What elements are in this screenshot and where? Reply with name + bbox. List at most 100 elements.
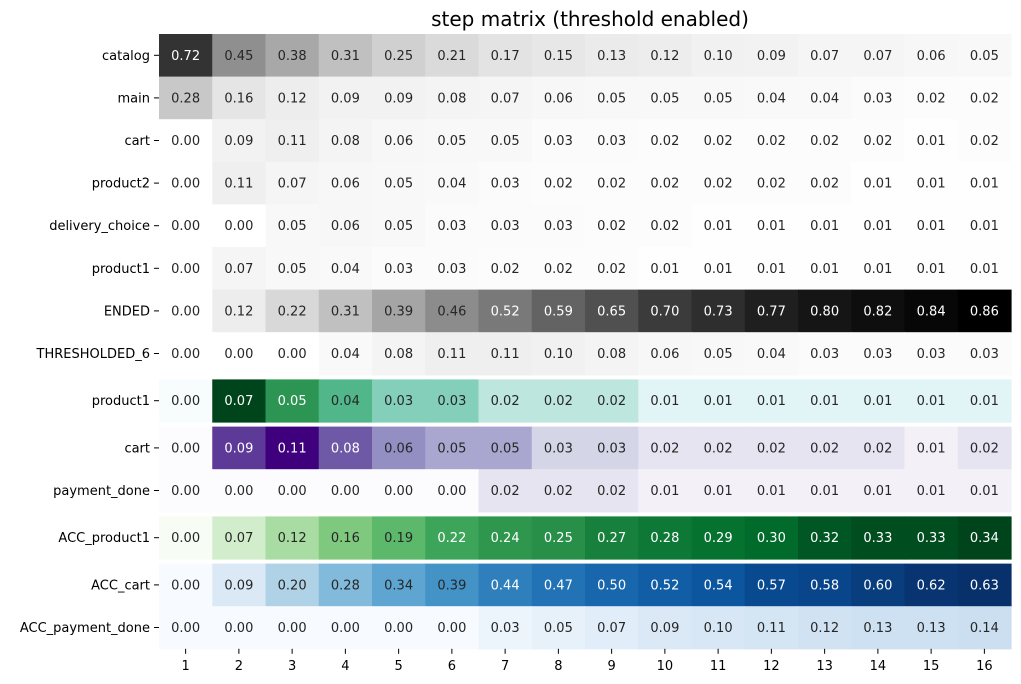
heatmap-cell [691, 289, 746, 333]
heatmap-row: 0.00 0.07 0.12 0.16 0.19 0.22 0.24 0.25 0.27 0.28… [159, 516, 1012, 560]
cell-value-label: 0.05 [970, 49, 999, 64]
heatmap-cell [957, 426, 1012, 470]
heatmap-cell [531, 516, 586, 560]
x-tick-label: 1 [181, 659, 189, 674]
heatmap-cell [638, 426, 693, 470]
heatmap-row: 0.00 0.12 0.22 0.31 0.39 0.46 0.52 0.59 0.65 0.70… [159, 289, 1012, 333]
heatmap-cell [212, 516, 267, 560]
cell-value-label: 0.09 [384, 91, 413, 106]
cell-value-label: 0.02 [597, 219, 626, 234]
cell-value-label: 0.00 [171, 531, 200, 546]
cell-value-label: 0.07 [810, 49, 839, 64]
heatmap-cell [212, 161, 267, 205]
heatmap-cell [904, 606, 959, 650]
heatmap-cell [531, 379, 586, 423]
cell-value-label: 0.00 [171, 347, 200, 362]
heatmap-cell [425, 516, 480, 560]
heatmap-cell [798, 332, 852, 376]
heatmap-cell [265, 563, 320, 607]
heatmap-cell [425, 606, 480, 650]
cell-value-label: 0.02 [650, 441, 679, 456]
heatmap-cell [478, 161, 533, 205]
heatmap-cell [159, 606, 213, 650]
cell-value-label: 0.04 [757, 91, 786, 106]
cell-value-label: 0.02 [491, 484, 520, 499]
cell-value-label: 0.03 [544, 441, 573, 456]
heatmap-cell [744, 563, 799, 607]
cell-value-label: 0.09 [224, 134, 253, 149]
cell-value-label: 0.11 [757, 621, 786, 636]
cell-value-label: 0.60 [863, 578, 892, 593]
heatmap-cell [851, 606, 906, 650]
cell-value-label: 0.00 [171, 441, 200, 456]
x-tick-label: 9 [607, 659, 615, 674]
cell-value-label: 0.00 [171, 304, 200, 319]
heatmap-cell [744, 289, 799, 333]
cell-value-label: 0.02 [917, 91, 946, 106]
chart-title: step matrix (threshold enabled) [431, 7, 749, 31]
x-tick-label: 3 [288, 659, 296, 674]
heatmap-cell [318, 289, 373, 333]
cell-value-label: 0.59 [544, 304, 573, 319]
cell-value-label: 0.03 [917, 347, 946, 362]
cell-value-label: 0.08 [384, 347, 413, 362]
cell-value-label: 0.09 [224, 578, 253, 593]
x-tick-label: 15 [923, 659, 940, 674]
heatmap-cell [851, 332, 906, 376]
cell-value-label: 0.20 [278, 578, 307, 593]
y-tick-label: cart [124, 134, 150, 149]
heatmap-cell [957, 76, 1012, 120]
cell-value-label: 0.00 [384, 621, 413, 636]
cell-value-label: 0.29 [704, 531, 733, 546]
cell-value-label: 0.07 [224, 394, 253, 409]
cell-value-label: 0.05 [704, 91, 733, 106]
cell-value-label: 0.02 [757, 134, 786, 149]
heatmap-cell [531, 247, 586, 291]
cell-value-label: 0.07 [597, 621, 626, 636]
heatmap-cell [265, 204, 320, 248]
cell-value-label: 0.09 [757, 49, 786, 64]
cell-value-label: 0.05 [437, 441, 466, 456]
heatmap-cell [425, 426, 480, 470]
cell-value-label: 0.02 [597, 262, 626, 277]
heatmap-cell [957, 469, 1012, 513]
heatmap-cell [904, 469, 959, 513]
heatmap-cell [372, 426, 426, 470]
cell-value-label: 0.01 [650, 394, 679, 409]
heatmap-cell [638, 289, 693, 333]
heatmap-cell [265, 469, 320, 513]
heatmap-cell [531, 426, 586, 470]
cell-value-label: 0.31 [331, 304, 360, 319]
cell-value-label: 0.34 [384, 578, 413, 593]
heatmap-cell [478, 563, 533, 607]
cell-value-label: 0.12 [278, 91, 307, 106]
cell-value-label: 0.05 [704, 347, 733, 362]
heatmap-cell [425, 289, 480, 333]
heatmap-cell [372, 204, 426, 248]
heatmap-cell [904, 332, 959, 376]
heatmap-cell [318, 34, 373, 78]
cell-value-label: 0.16 [224, 91, 253, 106]
heatmap-cell [318, 606, 373, 650]
heatmap-cell [798, 606, 852, 650]
heatmap-row: 0.00 0.09 0.11 0.08 0.06 0.05 0.05 0.03 0.03 0.02… [159, 119, 1012, 163]
heatmap-cell [212, 289, 267, 333]
heatmap-cells: 0.72 0.45 0.38 0.31 0.25 0.21 0.17 0.15 0.13 0.12… [159, 34, 1012, 650]
cell-value-label: 0.03 [437, 219, 466, 234]
heatmap-cell [585, 76, 639, 120]
heatmap-cell [318, 119, 373, 163]
heatmap-cell [531, 204, 586, 248]
cell-value-label: 0.01 [970, 484, 999, 499]
heatmap-cell [851, 119, 906, 163]
heatmap-cell [904, 161, 959, 205]
cell-value-label: 0.28 [331, 578, 360, 593]
heatmap-row: 0.00 0.09 0.11 0.08 0.06 0.05 0.05 0.03 0.03 0.02… [159, 426, 1012, 470]
cell-value-label: 0.05 [384, 219, 413, 234]
heatmap-cell [798, 247, 852, 291]
heatmap-cell [212, 563, 267, 607]
cell-value-label: 0.44 [491, 578, 520, 593]
cell-value-label: 0.08 [331, 441, 360, 456]
y-tick-label: ACC_payment_done [20, 621, 150, 636]
cell-value-label: 0.00 [171, 177, 200, 192]
heatmap-cell [318, 204, 373, 248]
